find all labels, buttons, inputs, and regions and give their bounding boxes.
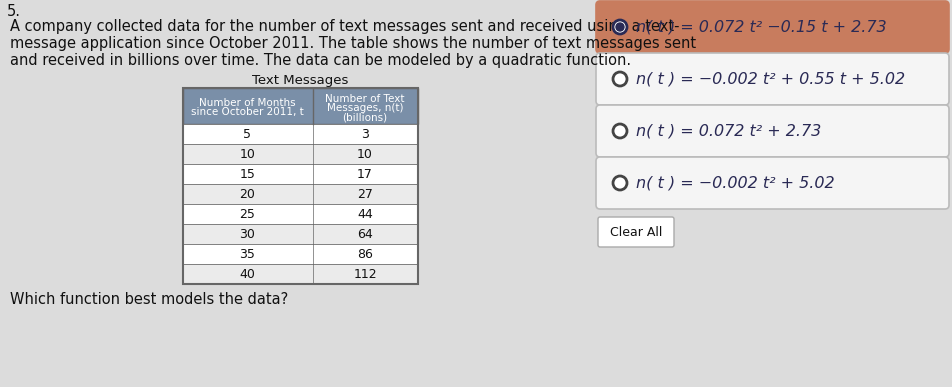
Text: n( t ) = −0.002 t² + 0.55 t + 5.02: n( t ) = −0.002 t² + 0.55 t + 5.02 bbox=[636, 72, 905, 87]
Text: n( t ) = 0.072 t² −0.15 t + 2.73: n( t ) = 0.072 t² −0.15 t + 2.73 bbox=[636, 19, 886, 34]
Circle shape bbox=[613, 20, 627, 34]
Text: 86: 86 bbox=[357, 248, 373, 260]
FancyBboxPatch shape bbox=[183, 244, 418, 264]
Circle shape bbox=[613, 176, 627, 190]
Text: 30: 30 bbox=[240, 228, 255, 240]
FancyBboxPatch shape bbox=[183, 144, 418, 164]
Text: 20: 20 bbox=[240, 187, 255, 200]
FancyBboxPatch shape bbox=[183, 184, 418, 204]
FancyBboxPatch shape bbox=[183, 224, 418, 244]
Circle shape bbox=[613, 72, 627, 86]
Text: 5: 5 bbox=[244, 127, 251, 140]
FancyBboxPatch shape bbox=[596, 157, 949, 209]
Text: Which function best models the data?: Which function best models the data? bbox=[10, 292, 288, 307]
Text: 112: 112 bbox=[353, 267, 377, 281]
Text: Clear All: Clear All bbox=[610, 226, 663, 238]
FancyBboxPatch shape bbox=[183, 204, 418, 224]
Text: 64: 64 bbox=[357, 228, 373, 240]
Text: n( t ) = −0.002 t² + 5.02: n( t ) = −0.002 t² + 5.02 bbox=[636, 175, 835, 190]
Circle shape bbox=[616, 23, 624, 31]
Text: A company collected data for the number of text messages sent and received using: A company collected data for the number … bbox=[10, 19, 680, 34]
Text: 44: 44 bbox=[357, 207, 373, 221]
Text: 10: 10 bbox=[357, 147, 373, 161]
FancyBboxPatch shape bbox=[596, 1, 949, 53]
Text: n( t ) = 0.072 t² + 2.73: n( t ) = 0.072 t² + 2.73 bbox=[636, 123, 822, 139]
FancyBboxPatch shape bbox=[183, 264, 418, 284]
Text: 10: 10 bbox=[240, 147, 255, 161]
Text: Number of Text: Number of Text bbox=[326, 94, 405, 104]
Text: 27: 27 bbox=[357, 187, 373, 200]
FancyBboxPatch shape bbox=[183, 88, 418, 124]
Text: 40: 40 bbox=[240, 267, 255, 281]
Text: 17: 17 bbox=[357, 168, 373, 180]
FancyBboxPatch shape bbox=[596, 53, 949, 105]
FancyBboxPatch shape bbox=[598, 217, 674, 247]
FancyBboxPatch shape bbox=[183, 124, 418, 144]
Text: 15: 15 bbox=[240, 168, 255, 180]
Text: Number of Months: Number of Months bbox=[199, 98, 296, 108]
Text: 35: 35 bbox=[240, 248, 255, 260]
Text: (billions): (billions) bbox=[343, 112, 387, 122]
Text: 5.: 5. bbox=[7, 4, 21, 19]
FancyBboxPatch shape bbox=[596, 105, 949, 157]
Text: Text Messages: Text Messages bbox=[252, 74, 348, 87]
Text: since October 2011, t: since October 2011, t bbox=[191, 107, 304, 117]
Text: Messages, n(t): Messages, n(t) bbox=[327, 103, 404, 113]
FancyBboxPatch shape bbox=[183, 164, 418, 184]
Text: and received in billions over time. The data can be modeled by a quadratic funct: and received in billions over time. The … bbox=[10, 53, 631, 68]
Text: 3: 3 bbox=[361, 127, 369, 140]
Text: message application since October 2011. The table shows the number of text messa: message application since October 2011. … bbox=[10, 36, 696, 51]
Circle shape bbox=[613, 124, 627, 138]
Text: 25: 25 bbox=[240, 207, 255, 221]
